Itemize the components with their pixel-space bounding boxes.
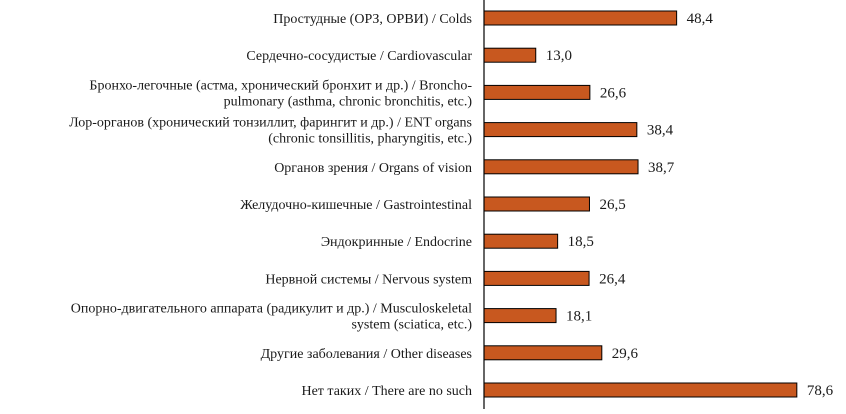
value-label-5: 26,5 <box>599 197 625 213</box>
value-label-1: 13,0 <box>546 48 572 64</box>
category-label-line: Опорно-двигательного аппарата (радикулит… <box>71 302 472 317</box>
category-label-line: Другие заболевания / Other diseases <box>261 347 472 362</box>
category-label-line: Простудные (ОРЗ, ОРВИ) / Colds <box>273 12 472 27</box>
category-label-8: Опорно-двигательного аппарата (радикулит… <box>71 302 473 333</box>
value-labels-layer: 48,4 13,0 26,6 38,4 38,7 26,5 18,5 26,4 18,1 29,6… <box>546 11 834 399</box>
bar-4 <box>483 159 639 175</box>
value-label-0: 48,4 <box>687 11 714 27</box>
category-label-line: Желудочно-кишечные / Gastrointestinal <box>240 198 472 213</box>
category-label-9: Другие заболевания / Other diseases <box>261 347 472 362</box>
category-label-5: Желудочно-кишечные / Gastrointestinal <box>240 198 472 213</box>
category-label-6: Эндокринные / Endocrine <box>321 235 472 250</box>
bar-8 <box>483 308 557 324</box>
category-label-line: Нервной системы / Nervous system <box>265 272 472 287</box>
category-label-2: Бронхо-легочные (астма, хронический брон… <box>89 78 472 109</box>
category-label-line: Бронхо-легочные (астма, хронический брон… <box>89 78 472 93</box>
category-label-7: Нервной системы / Nervous system <box>265 272 472 287</box>
category-label-0: Простудные (ОРЗ, ОРВИ) / Colds <box>273 12 472 27</box>
category-label-line: Лор-органов (хронический тонзиллит, фари… <box>69 116 472 131</box>
category-label-3: Лор-органов (хронический тонзиллит, фари… <box>69 116 472 147</box>
bar-5 <box>483 196 590 212</box>
category-label-line: (chronic tonsillitis, pharyngitis, etc.) <box>268 132 472 147</box>
bar-1 <box>483 47 537 63</box>
category-label-line: Эндокринные / Endocrine <box>321 235 472 250</box>
category-labels-layer: Простудные (ОРЗ, ОРВИ) / Colds Сердечно-с… <box>69 12 472 399</box>
category-label-line: pulmonary (asthma, chronic bronchitis, e… <box>224 94 473 109</box>
category-label-line: system (sciatica, etc.) <box>351 318 472 333</box>
category-label-line: Органов зрения / Organs of vision <box>274 161 472 176</box>
value-label-2: 26,6 <box>600 85 627 101</box>
value-label-4: 38,7 <box>648 160 675 176</box>
bar-2 <box>483 84 591 100</box>
category-label-1: Сердечно-сосудистые / Cardiovascular <box>246 49 472 64</box>
category-label-4: Органов зрения / Organs of vision <box>274 161 472 176</box>
bar-7 <box>483 270 590 286</box>
value-label-9: 29,6 <box>612 346 639 362</box>
category-label-10: Нет таких / There are no such <box>301 384 472 399</box>
bar-10 <box>483 382 798 398</box>
bars-layer <box>483 10 798 398</box>
value-label-8: 18,1 <box>566 309 592 325</box>
value-label-6: 18,5 <box>568 234 594 250</box>
value-label-10: 78,6 <box>807 383 834 399</box>
category-label-line: Нет таких / There are no such <box>301 384 472 399</box>
bar-9 <box>483 345 603 361</box>
bar-0 <box>483 10 678 26</box>
bar-6 <box>483 233 559 249</box>
value-label-3: 38,4 <box>647 123 674 139</box>
bar-3 <box>483 122 638 138</box>
category-label-line: Сердечно-сосудистые / Cardiovascular <box>246 49 472 64</box>
value-label-7: 26,4 <box>599 271 626 287</box>
